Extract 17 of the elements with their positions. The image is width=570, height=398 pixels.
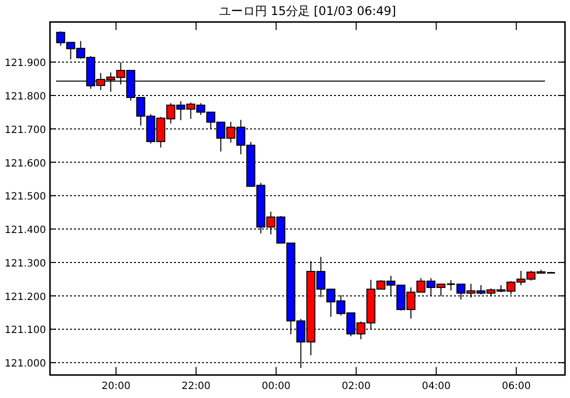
x-tick-label: 06:00 <box>502 381 531 392</box>
y-tick-label: 121.700 <box>4 124 46 136</box>
x-tick-label: 00:00 <box>262 381 291 392</box>
y-tick-label: 121.100 <box>4 325 46 336</box>
y-tick-label: 121.200 <box>4 292 46 303</box>
y-tick-label: 121.900 <box>4 58 46 70</box>
x-tick-label: 20:00 <box>102 381 130 392</box>
y-tick-label: 121.400 <box>4 225 46 236</box>
x-tick-label: 22:00 <box>182 381 211 392</box>
y-tick-label: 121.800 <box>4 91 46 102</box>
chart-title: ユーロ円 15分足 [01/03 06:49] <box>218 4 396 18</box>
y-tick-label: 121.000 <box>4 358 46 370</box>
y-tick-label: 121.300 <box>4 258 46 270</box>
y-tick-label: 121.600 <box>4 158 46 170</box>
y-tick-label: 121.500 <box>4 192 46 203</box>
x-tick-label: 02:00 <box>342 381 371 392</box>
x-tick-label: 04:00 <box>422 381 451 392</box>
